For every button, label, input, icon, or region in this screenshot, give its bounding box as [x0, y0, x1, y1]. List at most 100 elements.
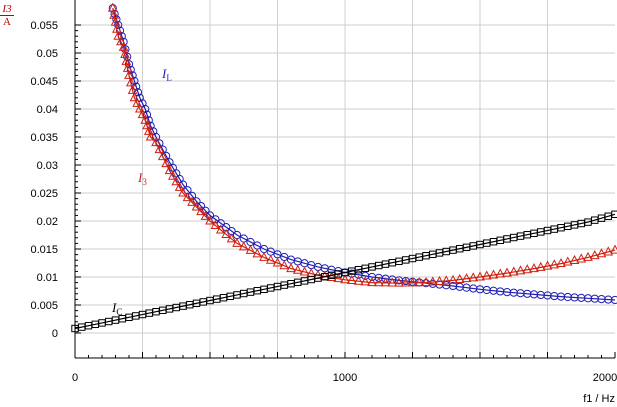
x-tick-label: 2000	[593, 372, 617, 384]
x-axis-label: f1 / Hz	[583, 393, 615, 405]
tick-labels: 0 0.005 0.01 0.015 0.02 0.025 0.03 0.035 0.04 0.0…	[30, 20, 617, 384]
data-point-I3	[107, 2, 118, 12]
data-point-I3	[596, 248, 607, 258]
data-point-I3	[143, 125, 154, 135]
y-axis-label: I3 A	[0, 3, 14, 28]
data-point-I3	[200, 210, 211, 220]
data-point-I3	[238, 241, 249, 251]
data-point-I3	[454, 273, 465, 284]
y-tick-label: 0.015	[30, 244, 58, 256]
data-point-I3	[495, 268, 506, 278]
data-point-I3	[134, 103, 145, 113]
data-point-I3	[434, 275, 445, 285]
data-point-I3	[333, 273, 344, 283]
chart-series	[71, 2, 617, 333]
data-point-I3	[122, 62, 133, 72]
data-point-I3	[205, 215, 215, 225]
data-point-I3	[448, 274, 458, 284]
series-label-IL: IL	[161, 66, 172, 83]
data-point-I3	[562, 256, 573, 266]
data-point-I3	[171, 176, 182, 186]
data-point-I3	[427, 276, 438, 286]
chart-grid	[75, 0, 615, 358]
y-tick-label: 0.035	[30, 132, 58, 144]
y-tick-label: 0.03	[37, 160, 58, 172]
data-point-I3	[113, 30, 124, 40]
data-point-I3	[145, 131, 156, 141]
data-point-I3	[112, 23, 122, 33]
data-point-I3	[407, 277, 418, 287]
data-point-I3	[124, 69, 134, 79]
data-point-I3	[182, 192, 193, 202]
data-point-I3	[286, 263, 296, 273]
data-point-I3	[373, 277, 384, 287]
data-point-I3	[121, 55, 132, 65]
data-point-I3	[164, 165, 175, 175]
series-label-IC: IC	[111, 300, 122, 317]
data-point-IC	[611, 210, 617, 218]
data-point-I3	[137, 109, 148, 119]
data-point-I3	[245, 244, 256, 254]
data-point-I3	[154, 144, 165, 154]
series-line-IL	[112, 8, 616, 301]
data-point-I3	[252, 248, 263, 258]
data-point-I3	[292, 264, 303, 274]
y-axis-label-denominator: A	[3, 16, 11, 28]
data-point-I3	[196, 206, 206, 216]
data-point-I3	[529, 263, 539, 273]
data-point-I3	[232, 237, 242, 247]
data-point-I3	[441, 275, 452, 285]
y-tick-label: 0.01	[37, 272, 58, 284]
data-point-I3	[542, 260, 553, 270]
data-point-I3	[549, 259, 560, 269]
y-tick-label: 0.02	[37, 216, 58, 228]
data-point-I3	[210, 219, 221, 229]
data-point-I3	[118, 41, 129, 51]
data-point-I3	[576, 253, 587, 263]
data-point-I3	[226, 233, 237, 243]
data-point-I3	[129, 92, 140, 102]
data-point-IL	[201, 206, 210, 215]
data-point-I3	[151, 137, 161, 147]
data-point-I3	[468, 272, 479, 282]
data-point-I3	[421, 277, 431, 287]
data-point-I3	[414, 277, 425, 287]
data-point-I3	[161, 158, 171, 168]
y-tick-label: 0.005	[30, 300, 58, 312]
data-point-I3	[178, 187, 188, 197]
data-point-I3	[326, 271, 337, 282]
data-point-I3	[360, 276, 371, 286]
data-point-I3	[400, 277, 411, 287]
data-point-I3	[367, 277, 377, 287]
data-point-I3	[488, 269, 499, 279]
data-point-I3	[481, 270, 492, 280]
data-point-I3	[508, 266, 519, 276]
data-point-I3	[259, 251, 269, 261]
data-point-I3	[603, 246, 614, 256]
data-point-I3	[116, 36, 126, 46]
data-point-IL	[151, 132, 161, 142]
x-tick-label: 1000	[333, 372, 357, 384]
data-point-I3	[353, 275, 364, 285]
data-point-I3	[515, 265, 526, 275]
chart-axes	[74, 0, 616, 359]
data-point-I3	[569, 254, 580, 264]
data-point-I3	[215, 224, 226, 234]
data-point-I3	[535, 261, 546, 271]
data-point-I3	[168, 170, 178, 180]
data-point-I3	[502, 267, 512, 277]
data-point-I3	[394, 277, 404, 287]
data-point-I3	[556, 257, 566, 268]
data-point-I3	[583, 251, 593, 261]
data-point-I3	[221, 228, 232, 238]
y-axis-label-numerator: I3	[0, 3, 14, 16]
data-point-IL	[133, 88, 143, 97]
data-point-I3	[174, 181, 185, 191]
data-point-IL	[141, 104, 150, 114]
y-tick-label: 0.04	[37, 104, 58, 116]
data-point-I3	[127, 84, 138, 94]
data-point-I3	[120, 48, 130, 58]
data-point-IL	[610, 295, 617, 305]
y-tick-label: 0.025	[30, 188, 58, 200]
data-point-IL	[216, 219, 225, 228]
